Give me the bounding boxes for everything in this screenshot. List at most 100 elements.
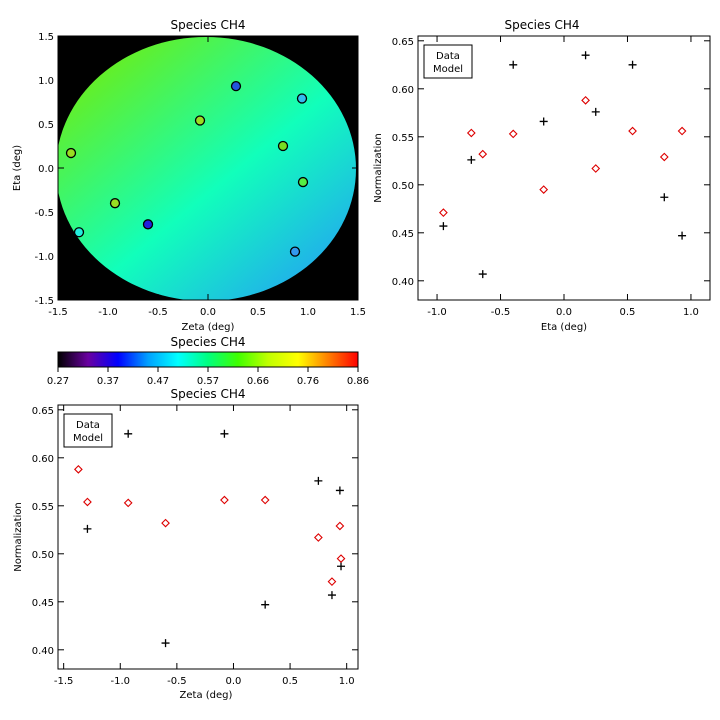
eta-y-tick-label: 0.50: [392, 181, 414, 192]
zeta-x-tick-label: 0.0: [226, 676, 242, 687]
eta-model-point: [677, 126, 687, 136]
map-x-tick-label: 0.5: [250, 307, 266, 318]
zeta-x-tick-label: 0.5: [282, 676, 298, 687]
zeta-legend: Data Model: [63, 413, 113, 448]
eta-x-tick-label: 0.0: [556, 307, 572, 318]
eta-model-point: [439, 208, 448, 218]
zeta-data-point: [335, 486, 344, 495]
zeta-panel: Species CH4 -1.5 -1.0 -0.5 0.0 0.5 1.0 0.40 0.4…: [13, 387, 359, 701]
zeta-model-point: [335, 521, 345, 531]
map-y-tick-label: -1.5: [34, 296, 54, 307]
eta-data-point: [591, 107, 600, 116]
eta-model-point: [581, 95, 590, 105]
zeta-data-point: [327, 591, 336, 600]
colorbar-tick-label: 0.27: [47, 376, 69, 387]
map-y-tick-label: 1.0: [38, 76, 54, 87]
map-point: [109, 198, 121, 209]
zeta-frame: [57, 404, 359, 670]
eta-x-label: Eta (deg): [541, 322, 587, 333]
eta-data-point: [581, 51, 590, 60]
eta-model-point: [478, 149, 488, 159]
zeta-data-point: [220, 429, 229, 438]
eta-data-point: [467, 155, 476, 164]
zeta-legend-box: [63, 413, 113, 448]
colorbar-tick-label: 0.47: [147, 376, 169, 387]
zeta-y-tick-label: 0.50: [32, 550, 54, 561]
eta-legend: Data Model: [423, 44, 473, 79]
zeta-y-tick-label: 0.40: [32, 646, 54, 657]
eta-x-tick-label: 0.5: [620, 307, 636, 318]
zeta-y-label: Normalization: [13, 502, 24, 572]
map-point: [230, 81, 242, 92]
zeta-y-tick-label: 0.60: [32, 454, 54, 465]
map-x-tick-label: 1.5: [350, 307, 366, 318]
eta-data-point: [509, 60, 518, 69]
map-point: [277, 140, 289, 152]
eta-data-point: [660, 193, 669, 202]
map-x-tick-label: 1.0: [300, 307, 316, 318]
zeta-x-label: Zeta (deg): [180, 690, 233, 701]
zeta-model-point: [327, 577, 337, 587]
eta-model-point: [539, 185, 549, 194]
map-y-tick-label: 1.5: [38, 32, 54, 43]
map-x-tick-label: -1.5: [48, 307, 68, 318]
zeta-x-tick-label: -0.5: [167, 676, 187, 687]
zeta-data-point: [83, 524, 92, 533]
map-point: [296, 93, 308, 104]
eta-panel: Species CH4 -1.0 -0.5 0.0 0.5 1.0 0.40 0.45 0.5…: [373, 18, 711, 333]
map-title: Species CH4: [170, 18, 245, 32]
map-y-label: Eta (deg): [12, 145, 23, 191]
colorbar-tick-label: 0.66: [247, 376, 269, 387]
eta-data-point: [628, 60, 637, 69]
map-x-label: Zeta (deg): [182, 322, 235, 333]
eta-data-point: [678, 231, 687, 240]
eta-data-point: [478, 270, 487, 279]
zeta-x-tick-label: 1.0: [339, 676, 355, 687]
eta-x-tick-label: 1.0: [683, 307, 699, 318]
colorbar-panel: Species CH4 0.27 0.37 0.47 0.57 0.66 0.76 0.86: [47, 335, 369, 387]
eta-legend-model: Model: [433, 64, 463, 75]
eta-x-tick-label: -1.0: [427, 307, 447, 318]
eta-y-tick-label: 0.40: [392, 277, 414, 288]
eta-legend-data: Data: [436, 51, 460, 62]
zeta-title: Species CH4: [170, 387, 245, 401]
zeta-y-tick-label: 0.45: [32, 598, 54, 609]
zeta-y-tick-label: 0.65: [32, 406, 54, 417]
eta-y-tick-label: 0.65: [392, 37, 414, 48]
zeta-x-tick-label: -1.0: [111, 676, 131, 687]
zeta-data-point: [161, 639, 170, 648]
eta-legend-box: [423, 44, 473, 79]
zeta-data-point: [261, 600, 270, 609]
eta-model-point: [628, 126, 637, 136]
zeta-legend-data: Data: [76, 420, 100, 431]
eta-y-tick-label: 0.45: [392, 229, 414, 240]
zeta-model-point: [336, 554, 346, 563]
eta-model-point: [591, 164, 601, 173]
zeta-model-point: [260, 495, 270, 505]
map-x-tick-label: 0.0: [200, 307, 216, 318]
map-point: [65, 147, 77, 159]
map-y-tick-label: -1.0: [34, 252, 54, 263]
colorbar-title: Species CH4: [170, 335, 245, 349]
eta-model-point: [508, 129, 518, 139]
eta-title: Species CH4: [504, 18, 579, 32]
zeta-data-point: [314, 476, 323, 485]
zeta-model-point: [313, 533, 323, 542]
map-point: [73, 227, 85, 238]
zeta-model-point: [161, 518, 170, 528]
eta-model-point: [659, 152, 669, 162]
map-field: [58, 37, 356, 300]
zeta-model-point: [73, 464, 83, 474]
eta-y-tick-label: 0.60: [392, 85, 414, 96]
eta-y-tick-label: 0.55: [392, 133, 414, 144]
colorbar-tick-label: 0.57: [197, 376, 219, 387]
zeta-model-point: [83, 497, 92, 507]
map-x-tick-label: -0.5: [148, 307, 168, 318]
zeta-x-tick-label: -1.5: [54, 676, 74, 687]
zeta-model-point: [123, 498, 133, 508]
eta-data-point: [439, 222, 448, 231]
map-point: [142, 219, 154, 230]
map-panel: Species CH4 -1.5 -1.0 -0.5 0.0 0.5 1.0 1.5 -1.5…: [12, 18, 366, 333]
eta-y-label: Normalization: [373, 133, 384, 203]
